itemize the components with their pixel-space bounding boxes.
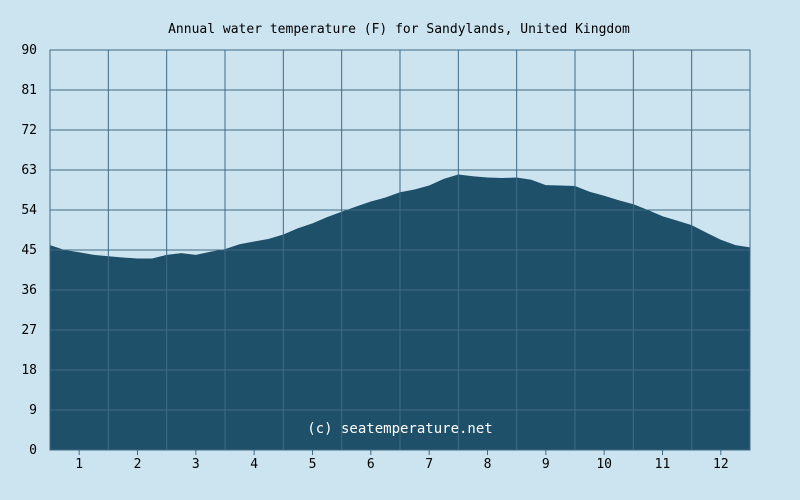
x-tick-label: 12 <box>713 457 729 472</box>
watermark: (c) seatemperature.net <box>307 421 492 437</box>
y-tick-label: 90 <box>21 43 37 58</box>
x-tick-label: 2 <box>134 457 142 472</box>
x-tick-label: 4 <box>250 457 258 472</box>
x-tick-label: 3 <box>192 457 200 472</box>
y-tick-label: 36 <box>21 283 37 298</box>
x-tick-label: 10 <box>596 457 612 472</box>
plot-border <box>49 49 751 451</box>
y-tick-label: 0 <box>29 443 37 458</box>
x-tick-label: 8 <box>484 457 492 472</box>
x-tick-label: 9 <box>542 457 550 472</box>
chart-title: Annual water temperature (F) for Sandyla… <box>168 22 630 37</box>
x-tick-label: 7 <box>425 457 433 472</box>
y-tick-label: 54 <box>21 203 37 218</box>
x-tick-label: 6 <box>367 457 375 472</box>
x-tick-label: 11 <box>655 457 671 472</box>
x-tick-label: 1 <box>75 457 83 472</box>
y-tick-label: 45 <box>21 243 37 258</box>
y-tick-label: 81 <box>21 83 37 98</box>
y-tick-label: 27 <box>21 323 37 338</box>
y-tick-label: 9 <box>29 403 37 418</box>
y-tick-label: 18 <box>21 363 37 378</box>
x-tick-label: 5 <box>309 457 317 472</box>
y-tick-label: 72 <box>21 123 37 138</box>
y-tick-label: 63 <box>21 163 37 178</box>
